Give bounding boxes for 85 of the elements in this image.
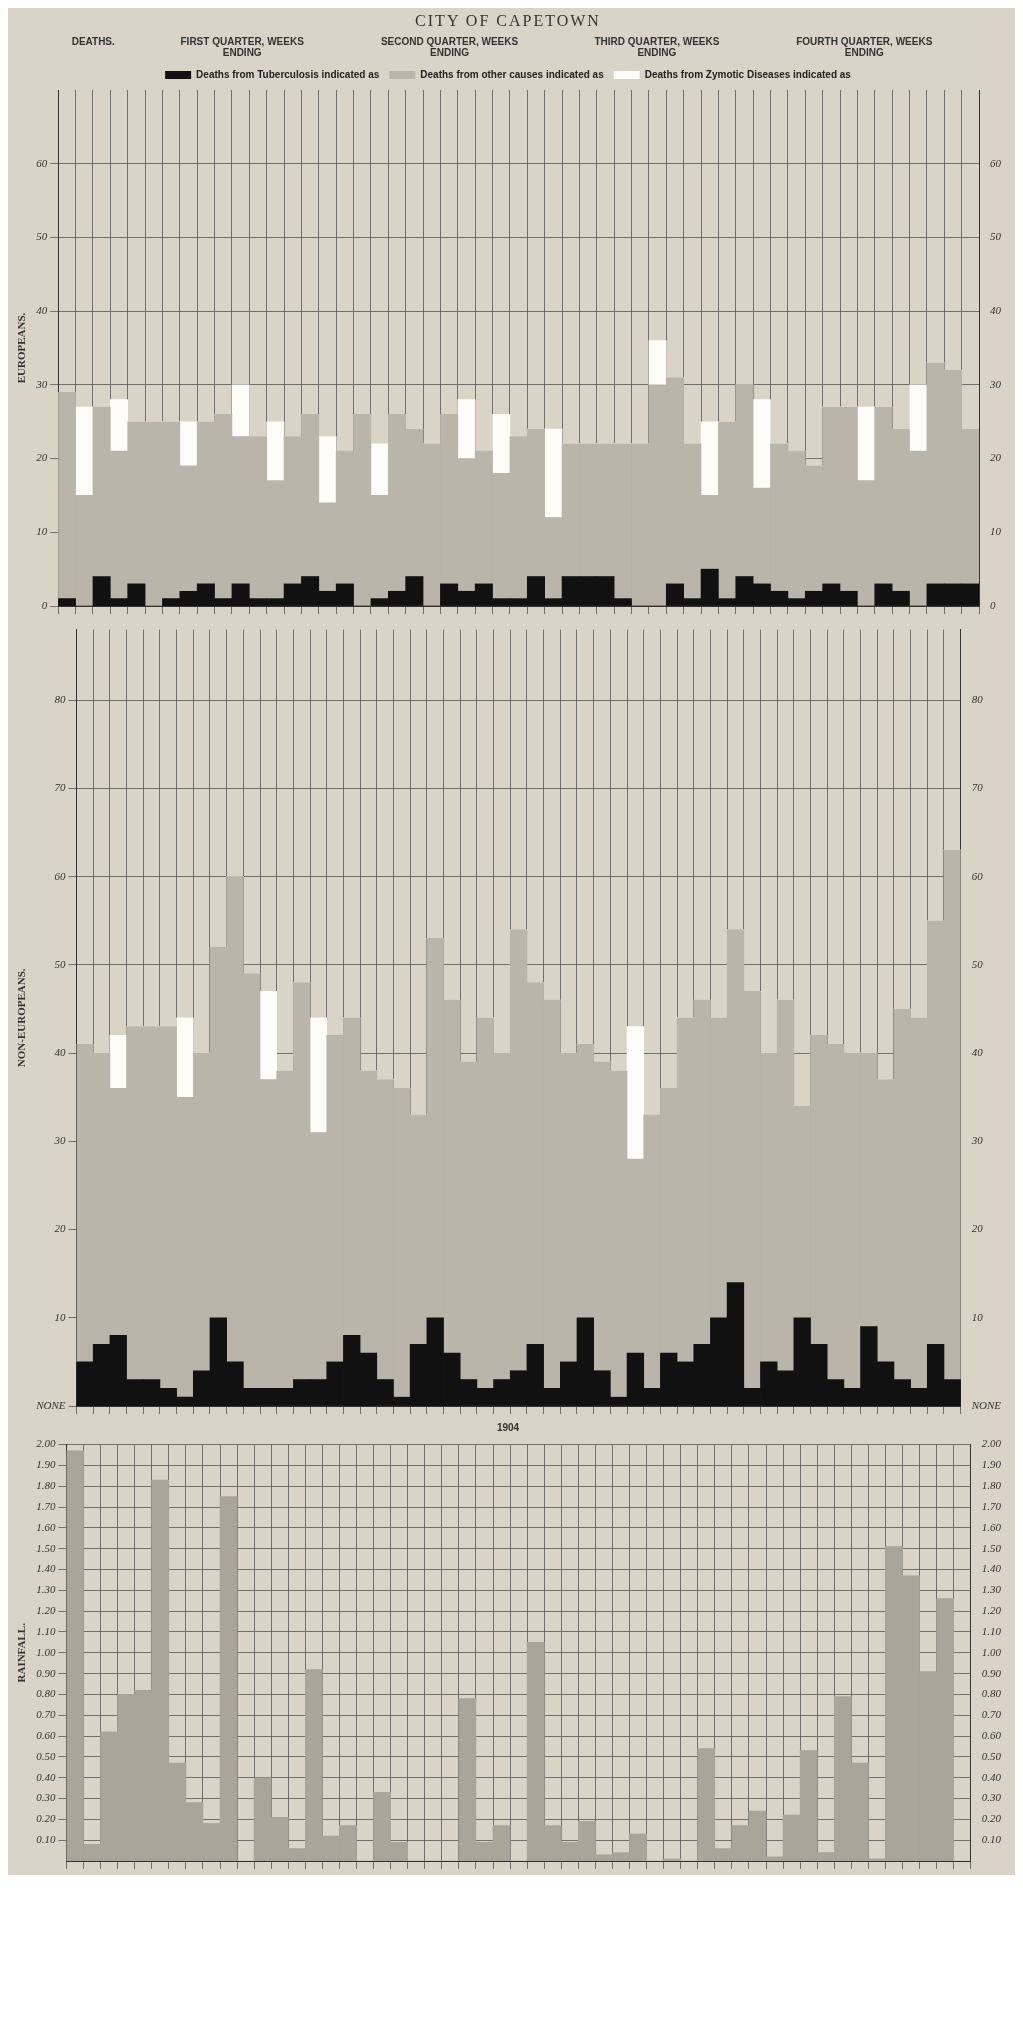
y2-tick-label: 1.50 — [981, 1541, 1002, 1554]
y2-tick-label: 1.00 — [981, 1645, 1002, 1658]
y-tick-label: 30 — [35, 377, 48, 390]
text: 1904 — [496, 1422, 520, 1433]
y2-tick-label: 20 — [971, 1222, 984, 1235]
y2-tick-label: 0.80 — [981, 1687, 1002, 1700]
y2-tick-label: 80 — [971, 693, 984, 706]
y2-tick-label: 1.10 — [981, 1624, 1002, 1637]
y-tick-label: 70 — [54, 781, 67, 794]
y-tick-label: 1.80 — [36, 1479, 56, 1492]
y-tick-label: 0.10 — [36, 1833, 56, 1846]
y2-tick-label: 1.40 — [981, 1562, 1002, 1575]
y2-tick-label: NONE — [970, 1398, 1002, 1411]
y2-tick-label: 0.40 — [981, 1770, 1002, 1783]
y2-tick-label: 60 — [990, 156, 1002, 169]
y-tick-label: 0.60 — [36, 1728, 56, 1741]
text: THIRD QUARTER, WEEKS ENDING — [593, 36, 721, 58]
y2-tick-label: 1.90 — [981, 1458, 1002, 1471]
y2-tick-label: 1.60 — [981, 1520, 1002, 1533]
y2-tick-label: 0.70 — [981, 1708, 1002, 1721]
y2-tick-label: 30 — [989, 377, 1002, 390]
y-tick-label: 2.00 — [36, 1437, 56, 1450]
y2-tick-label: 60 — [971, 869, 984, 882]
y2-tick-label: 20 — [990, 451, 1002, 464]
y2-tick-label: 1.20 — [981, 1604, 1002, 1617]
y2-tick-label: 0.50 — [981, 1749, 1002, 1762]
y-tick-label: 1.10 — [36, 1624, 56, 1637]
y-tick-label: NONE — [35, 1398, 66, 1411]
text: FOURTH QUARTER, WEEKS ENDING — [795, 36, 934, 58]
y-tick-label: 20 — [36, 451, 48, 464]
y-tick-label: 50 — [54, 957, 67, 970]
legend-label: Deaths from Tuberculosis indicated as — [196, 68, 380, 80]
y2-tick-label: 50 — [990, 230, 1002, 243]
y2-tick-label: 40 — [990, 304, 1002, 317]
y-tick-label: 1.50 — [36, 1541, 56, 1554]
y-tick-label: 1.60 — [36, 1520, 56, 1533]
legend-label: Deaths from other causes indicated as — [420, 68, 605, 80]
text: FIRST QUARTER, WEEKS ENDING — [179, 36, 305, 58]
y-tick-label: 80 — [54, 693, 67, 706]
y2-tick-label: 30 — [970, 1134, 984, 1147]
y2-tick-label: 0.90 — [981, 1666, 1002, 1679]
y-tick-label: 0.70 — [36, 1708, 56, 1721]
y-tick-label: 60 — [54, 869, 67, 882]
y2-tick-label: 50 — [971, 957, 984, 970]
y-tick-label: 50 — [36, 230, 48, 243]
y-tick-label: 1.30 — [36, 1583, 56, 1596]
y-axis-title: NON-EUROPEANS. — [15, 968, 28, 1068]
y2-tick-label: 1.30 — [981, 1583, 1002, 1596]
y2-tick-label: 10 — [971, 1310, 984, 1323]
legend-label: Deaths from Zymotic Diseases indicated as — [644, 68, 852, 80]
y2-tick-label: 0.20 — [981, 1812, 1002, 1825]
y-tick-label: 1.70 — [36, 1499, 56, 1512]
y-tick-label: 0.90 — [36, 1666, 56, 1679]
y2-tick-label: 0.60 — [981, 1728, 1002, 1741]
y2-tick-label: 1.80 — [981, 1479, 1002, 1492]
y-tick-label: 0 — [41, 598, 48, 611]
y2-tick-label: 0 — [990, 598, 996, 611]
y-tick-label: 0.20 — [36, 1812, 56, 1825]
chart-title: CITY OF CAPETOWN — [414, 11, 602, 31]
y-tick-label: 10 — [36, 525, 48, 538]
y2-tick-label: 0.10 — [981, 1833, 1002, 1846]
y-tick-label: 0.40 — [36, 1770, 56, 1783]
text: SECOND QUARTER, WEEKS ENDING — [379, 36, 520, 58]
y-axis-title: EUROPEANS. — [15, 312, 28, 384]
y-tick-label: 40 — [54, 1045, 67, 1058]
y-tick-label: 20 — [54, 1222, 67, 1235]
y-tick-label: 10 — [54, 1310, 67, 1323]
y-tick-label: 60 — [36, 156, 48, 169]
y-tick-label: 30 — [53, 1134, 67, 1147]
y-axis-title: RAINFALL. — [15, 1622, 28, 1683]
y-tick-label: 1.00 — [36, 1645, 56, 1658]
y-tick-label: 0.30 — [36, 1791, 56, 1804]
y-tick-label: 1.40 — [36, 1562, 56, 1575]
y-tick-label: 1.20 — [36, 1604, 56, 1617]
y-tick-label: 0.80 — [36, 1687, 56, 1700]
y2-tick-label: 2.00 — [981, 1437, 1002, 1450]
y2-tick-label: 0.30 — [981, 1791, 1002, 1804]
y2-tick-label: 10 — [990, 525, 1002, 538]
y-tick-label: 40 — [36, 304, 48, 317]
y2-tick-label: 70 — [971, 781, 984, 794]
y-tick-label: 1.90 — [36, 1458, 56, 1471]
y2-tick-label: 40 — [971, 1045, 984, 1058]
text: DEATHS. — [71, 36, 115, 49]
y2-tick-label: 1.70 — [981, 1499, 1002, 1512]
y-tick-label: 0.50 — [36, 1749, 56, 1762]
